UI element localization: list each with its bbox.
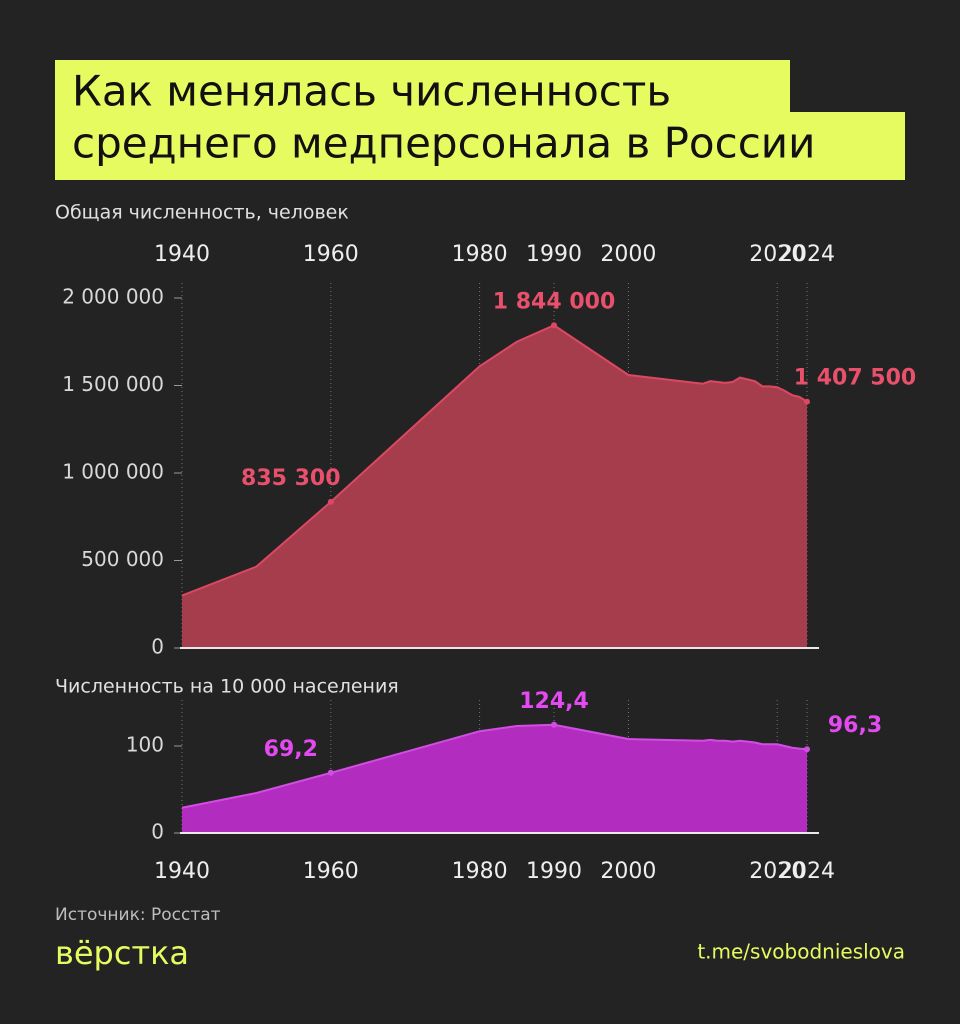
source: Источник: Росстат	[55, 905, 221, 925]
x-tick-label: 1990	[526, 859, 582, 884]
line	[181, 324, 808, 597]
x-tick-label: 1940	[154, 859, 210, 884]
x-tick-label: 2024	[779, 242, 835, 267]
point	[551, 322, 558, 329]
data-label: 835 300	[241, 466, 341, 491]
point	[327, 498, 334, 505]
data-label: 96,3	[828, 713, 882, 738]
x-tick-label: 2000	[600, 859, 656, 884]
y-tick-label: 2 000 000	[62, 285, 164, 309]
x-tick-label: 1980	[452, 859, 508, 884]
x-tick-label: 1980	[452, 242, 508, 267]
data-label: 1 844 000	[493, 289, 615, 314]
data-label: 124,4	[519, 689, 589, 714]
point	[327, 769, 334, 776]
link[interactable]: t.me/svobodnieslova	[697, 940, 905, 964]
point	[804, 398, 810, 405]
y-tick-label: 1 000 000	[62, 460, 164, 484]
point	[551, 721, 558, 728]
x-tick-label: 1990	[526, 242, 582, 267]
y-tick-label: 1 500 000	[62, 372, 164, 396]
title: среднего медперсонала в России	[72, 119, 815, 168]
x-tick-label: 1960	[303, 242, 359, 267]
area	[182, 325, 807, 648]
x-tick-label: 1940	[154, 242, 210, 267]
x-tick-label: 2000	[600, 242, 656, 267]
title-bg	[55, 112, 905, 180]
data-label: 69,2	[264, 737, 318, 762]
point	[804, 746, 810, 753]
title: Как менялась численность	[72, 67, 671, 116]
data-label: 1 407 500	[794, 366, 916, 391]
chart-subtitle: Общая численность, человек	[55, 202, 349, 224]
y-tick-label: 500 000	[81, 547, 164, 571]
x-tick-label: 2024	[779, 859, 835, 884]
y-tick-label: 0	[151, 820, 164, 844]
x-tick-label: 2020	[749, 242, 805, 267]
chart-subtitle: Численность на 10 000 населения	[55, 676, 399, 698]
x-tick-label: 2020	[749, 859, 805, 884]
line	[181, 723, 808, 809]
title-bg	[55, 60, 790, 120]
charts: Общая численность, человек 1940 1960 1980 19…	[55, 202, 916, 885]
brand: вёрстка	[55, 934, 189, 972]
y-tick-label: 100	[126, 733, 164, 757]
area	[182, 724, 807, 833]
x-tick-label: 1960	[303, 859, 359, 884]
y-tick-label: 0	[151, 635, 164, 659]
